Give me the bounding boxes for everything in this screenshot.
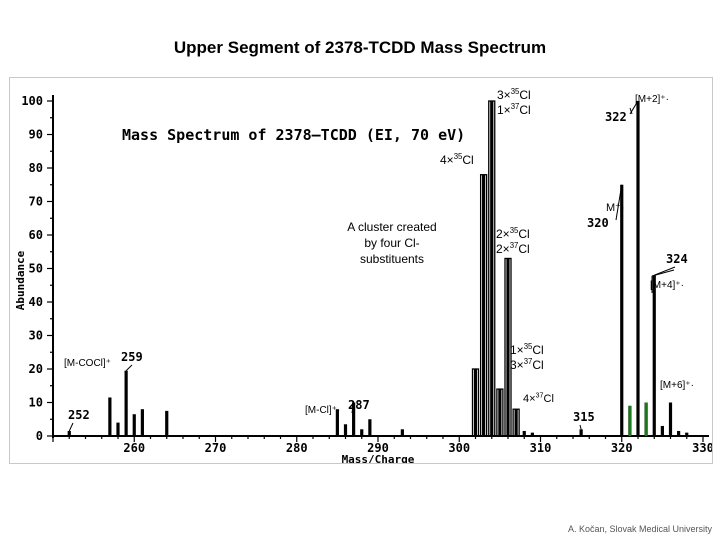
peak-304-outline <box>488 100 496 437</box>
peak-bar <box>343 424 348 436</box>
spectrum-image: 0 10 20 30 40 50 60 70 80 90 100 260 270 280 290 300 310… <box>9 77 713 464</box>
y-tick-label: 50 <box>29 262 43 276</box>
y-tick-label: 90 <box>29 128 43 142</box>
peak-bar <box>620 184 624 436</box>
slide-title: Upper Segment of 2378-TCDD Mass Spectrum <box>173 38 547 57</box>
peak-bar <box>132 414 136 436</box>
chart-title: Mass Spectrum of 2378–TCDD (EI, 70 eV) <box>122 126 465 144</box>
peak-bar <box>352 402 356 436</box>
peak-bar <box>490 101 494 436</box>
isotope-label-2x35cl: 2×35Cl <box>496 226 530 241</box>
peak-label-324: 324 <box>666 252 688 266</box>
peak-label-322: 322 <box>605 110 627 124</box>
peak-bar <box>685 432 689 436</box>
ion-label-pointer <box>629 107 633 115</box>
peak-bar <box>579 429 583 436</box>
x-tick-label: 280 <box>286 441 308 455</box>
y-tick-label: 30 <box>29 329 43 343</box>
y-axis-title: Abundance <box>14 250 27 310</box>
ion-label-m-minus-cocl: [M-COCl]⁺ <box>64 358 111 369</box>
isotope-label-3x37cl: 3×37Cl <box>510 357 544 372</box>
y-tick-label: 40 <box>29 295 43 309</box>
ion-label-pointer <box>651 269 675 277</box>
peak-bar <box>636 101 640 436</box>
peak-bar <box>668 402 673 436</box>
y-tick-label: 70 <box>29 195 43 209</box>
y-tick-label: 10 <box>29 396 43 410</box>
y-tick-label: 60 <box>29 228 43 242</box>
cluster-note-line: A cluster created <box>347 220 436 234</box>
y-tick-label: 20 <box>29 362 43 376</box>
cluster-note-line: substituents <box>360 252 424 266</box>
peak-bar <box>473 369 478 436</box>
peak-bar <box>677 430 681 436</box>
y-tick-label: 0 <box>36 429 43 443</box>
x-tick-label: 300 <box>448 441 470 455</box>
x-tick-label: 310 <box>530 441 552 455</box>
peak-bar <box>400 429 404 436</box>
peak-bar <box>514 409 518 436</box>
peak-306-outline <box>504 257 512 437</box>
ion-label-m-plus-2: [M+2]⁺· <box>635 94 669 105</box>
y-tick-label: 100 <box>21 94 43 108</box>
peak-321-highlight <box>628 405 632 436</box>
peak-bar <box>522 430 526 436</box>
peak-label-320: 320 <box>587 216 609 230</box>
peak-bar <box>335 409 339 436</box>
peak-305-outline <box>496 388 504 437</box>
peak-bar <box>124 370 128 436</box>
peak-bar <box>140 409 144 436</box>
peak-bar <box>482 174 486 436</box>
peak-label-pointer <box>351 402 355 414</box>
peak-label-259: 259 <box>121 350 143 364</box>
peak-label-pointer <box>615 184 623 221</box>
isotope-label-4x35cl: 4×35Cl <box>440 152 474 167</box>
ion-label-m-plus-4: [M+4]⁺· <box>650 280 684 291</box>
x-tick-label: 290 <box>367 441 389 455</box>
peak-bar <box>660 425 664 436</box>
cluster-note-line: by four Cl- <box>364 236 419 250</box>
peak-bar <box>368 419 372 436</box>
peak-label-pointer <box>125 364 133 372</box>
x-tick-label: 260 <box>123 441 145 455</box>
peak-bar <box>498 389 502 436</box>
peak-bar <box>530 432 534 436</box>
isotope-label-4x37cl: 4×37Cl <box>523 392 554 405</box>
peak-bar <box>165 410 169 436</box>
ion-label-m-plus-6: [M+6]⁺· <box>660 380 694 391</box>
isotope-label-1x37cl: 1×37Cl <box>497 102 531 117</box>
peaks-group <box>67 101 689 436</box>
peak-bar <box>652 275 656 436</box>
credit-note: A. Kočan, Slovak Medical University <box>567 524 712 534</box>
x-axis-title: Mass/Charge <box>342 453 415 463</box>
peak-bar <box>360 429 364 436</box>
peak-307-outline <box>512 408 520 437</box>
peak-label-pointer <box>68 422 74 432</box>
peak-label-pointer <box>654 266 676 276</box>
y-tick-label: 80 <box>29 161 43 175</box>
peak-bar <box>108 397 112 436</box>
isotope-label-3x35cl: 3×35Cl <box>497 87 531 102</box>
mass-spectrum-chart: 0 10 20 30 40 50 60 70 80 90 100 260 270 280 290 300 310… <box>14 87 712 463</box>
peak-303-outline <box>479 174 488 437</box>
peak-label-315: 315 <box>573 410 595 424</box>
peak-label-287: 287 <box>348 398 370 412</box>
peak-302-outline <box>471 368 480 437</box>
isotope-label-2x37cl: 2×37Cl <box>496 241 530 256</box>
x-tick-label: 330 <box>692 441 712 455</box>
x-tick-label: 320 <box>611 441 633 455</box>
peak-bar <box>116 422 120 436</box>
x-tick-label: 270 <box>205 441 227 455</box>
isotope-label-1x35cl: 1×35Cl <box>510 342 544 357</box>
ion-label-m-minus-cl: [M-Cl]⁺· <box>305 405 340 416</box>
ion-label-molecular-ion: M⁺· <box>606 202 625 214</box>
peak-bar <box>67 430 71 436</box>
peak-label-pointer <box>579 424 582 430</box>
peak-label-252: 252 <box>68 408 90 422</box>
peak-323-highlight <box>644 402 648 436</box>
peak-bar <box>506 258 510 436</box>
